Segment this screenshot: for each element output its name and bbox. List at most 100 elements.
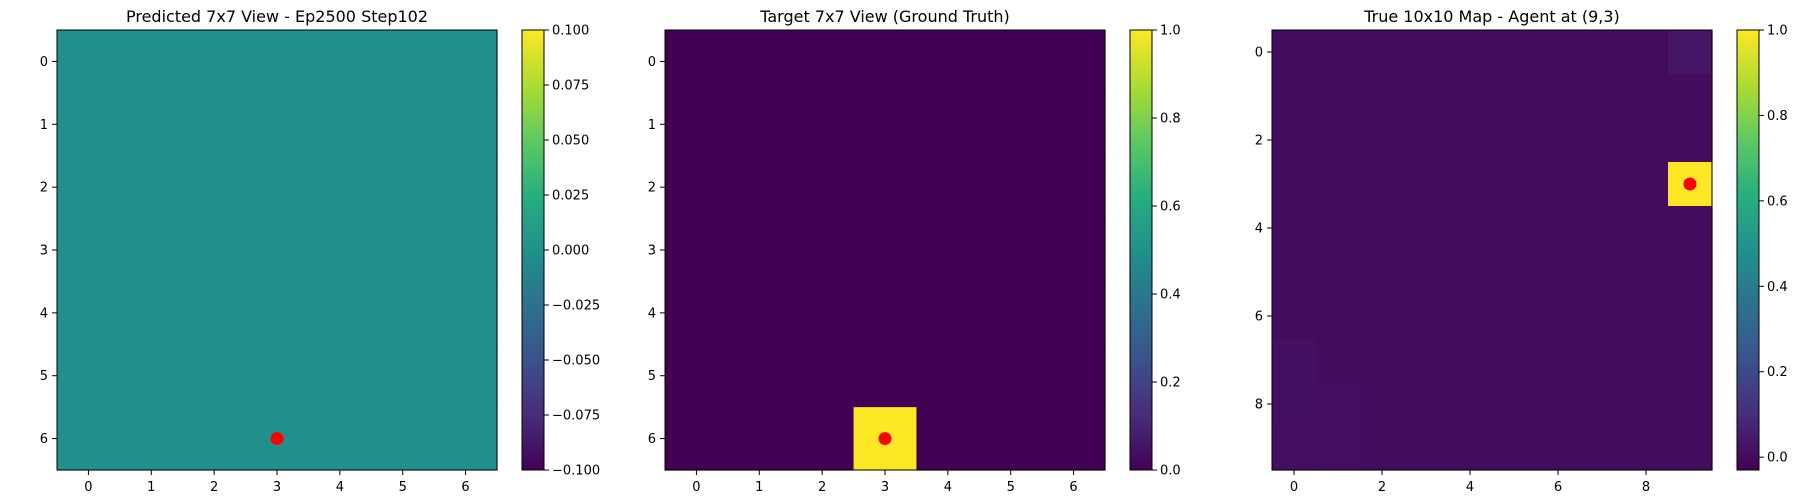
heatmap-cell — [1536, 118, 1581, 163]
heatmap-cell — [1580, 426, 1625, 471]
heatmap-cell — [1316, 162, 1361, 207]
heatmap-cell — [57, 344, 121, 408]
heatmap-cell — [1360, 382, 1405, 427]
heatmap-cell — [1042, 344, 1106, 408]
heatmap-cell — [434, 30, 498, 94]
colorbar-tick-label: 0.4 — [1160, 288, 1181, 303]
x-tick-label: 6 — [461, 480, 469, 495]
heatmap-cell — [1580, 294, 1625, 339]
heatmap-cell — [979, 281, 1043, 345]
heatmap-cell — [1272, 382, 1317, 427]
panel-true-map-colorbar — [1736, 29, 1760, 471]
heatmap-cell — [1580, 118, 1625, 163]
y-tick-label: 2 — [40, 181, 48, 196]
panel-predicted-colorbar — [521, 29, 545, 471]
heatmap-cell — [1316, 206, 1361, 251]
heatmap-cell — [1580, 162, 1625, 207]
panel-target-heatmap — [665, 30, 1106, 471]
heatmap-cell — [182, 155, 247, 220]
x-tick-label: 4 — [1466, 480, 1474, 495]
heatmap-cell — [1492, 382, 1537, 427]
colorbar-tick-label: −0.050 — [552, 354, 600, 369]
heatmap-cell — [1360, 206, 1405, 251]
colorbar-tick-label: 0.025 — [552, 189, 589, 204]
heatmap-cell — [1492, 118, 1537, 163]
y-tick-label: 0 — [648, 55, 656, 70]
heatmap-cell — [308, 30, 372, 94]
colorbar-tick-label: 1.0 — [1160, 24, 1181, 39]
heatmap-cell — [1042, 155, 1106, 220]
x-tick-label: 0 — [1290, 480, 1298, 495]
heatmap-cell — [1272, 426, 1317, 471]
heatmap-cell — [1668, 118, 1713, 163]
y-tick-label: 0 — [1255, 46, 1263, 61]
y-tick-label: 6 — [648, 432, 656, 447]
y-tick-label: 0 — [40, 55, 48, 70]
heatmap-cell — [727, 281, 792, 345]
heatmap-cell — [979, 218, 1043, 283]
heatmap-cell — [182, 344, 247, 408]
heatmap-cell — [727, 30, 792, 94]
heatmap-cell — [665, 218, 729, 283]
x-tick-label: 2 — [1378, 480, 1386, 495]
heatmap-cell — [434, 92, 498, 157]
heatmap-cell — [1448, 382, 1493, 427]
panel-true-map-heatmap — [1272, 30, 1713, 471]
colorbar-tick-label: 0.6 — [1160, 200, 1181, 215]
heatmap-cell — [434, 344, 498, 408]
heatmap-cell — [1404, 426, 1449, 471]
heatmap-cell — [1272, 206, 1317, 251]
heatmap-cell — [1272, 118, 1317, 163]
heatmap-cell — [1404, 74, 1449, 119]
heatmap-cell — [1668, 338, 1713, 383]
x-tick-label: 5 — [1007, 480, 1015, 495]
heatmap-cell — [371, 344, 435, 408]
heatmap-cell — [182, 281, 247, 345]
colorbar-tick-label: 0.000 — [552, 244, 589, 259]
heatmap-cell — [1448, 74, 1493, 119]
heatmap-cell — [1580, 30, 1625, 75]
colorbar-tick-label: 0.100 — [552, 24, 589, 39]
heatmap-cell — [57, 281, 121, 345]
heatmap-cell — [1668, 294, 1713, 339]
heatmap-cell — [119, 155, 184, 220]
heatmap-cell — [1580, 382, 1625, 427]
heatmap-cell — [371, 30, 435, 94]
colorbar-tick-label: 0.8 — [1160, 112, 1181, 127]
heatmap-cell — [1492, 426, 1537, 471]
heatmap-cell — [916, 155, 980, 220]
heatmap-cell — [853, 344, 918, 408]
heatmap-cell — [1536, 206, 1581, 251]
heatmap-cell — [119, 281, 184, 345]
x-tick-label: 6 — [1069, 480, 1077, 495]
heatmap-cell — [1404, 162, 1449, 207]
colorbar-tick-label: 0.050 — [552, 134, 589, 149]
heatmap-cell — [790, 92, 855, 157]
heatmap-cell — [1624, 426, 1669, 471]
heatmap-cell — [182, 92, 247, 157]
heatmap-cell — [182, 218, 247, 283]
heatmap-cell — [979, 344, 1043, 408]
heatmap-cell — [1404, 382, 1449, 427]
y-tick-label: 2 — [1255, 134, 1263, 149]
heatmap-cell — [371, 281, 435, 345]
heatmap-cell — [1580, 250, 1625, 295]
panel-target-y-ticks: 0 1 2 3 4 5 6 — [648, 55, 665, 447]
heatmap-cell — [1448, 206, 1493, 251]
x-tick-label: 8 — [1642, 480, 1650, 495]
heatmap-cell — [1448, 338, 1493, 383]
x-tick-label: 1 — [147, 480, 155, 495]
heatmap-cell — [1624, 206, 1669, 251]
panel-target: Target 7x7 View (Ground Truth) 0 1 2 3 4 5 6 0… — [648, 7, 1181, 495]
panel-true-map-colorbar-ticks: 1.0 0.8 0.6 0.4 0.2 0.0 — [1759, 24, 1788, 466]
heatmap-cell — [979, 407, 1043, 471]
heatmap-cell — [57, 92, 121, 157]
heatmap-cell — [1536, 338, 1581, 383]
panel-predicted-y-ticks: 0 1 2 3 4 5 6 — [40, 55, 57, 447]
panel-target-colorbar-ticks: 1.0 0.8 0.6 0.4 0.2 0.0 — [1152, 24, 1181, 479]
panel-true-map-title: True 10x10 Map - Agent at (9,3) — [1363, 7, 1620, 26]
heatmap-cell — [1580, 74, 1625, 119]
heatmap-cell — [1360, 162, 1405, 207]
heatmap-cell — [57, 218, 121, 283]
heatmap-cell — [1536, 294, 1581, 339]
